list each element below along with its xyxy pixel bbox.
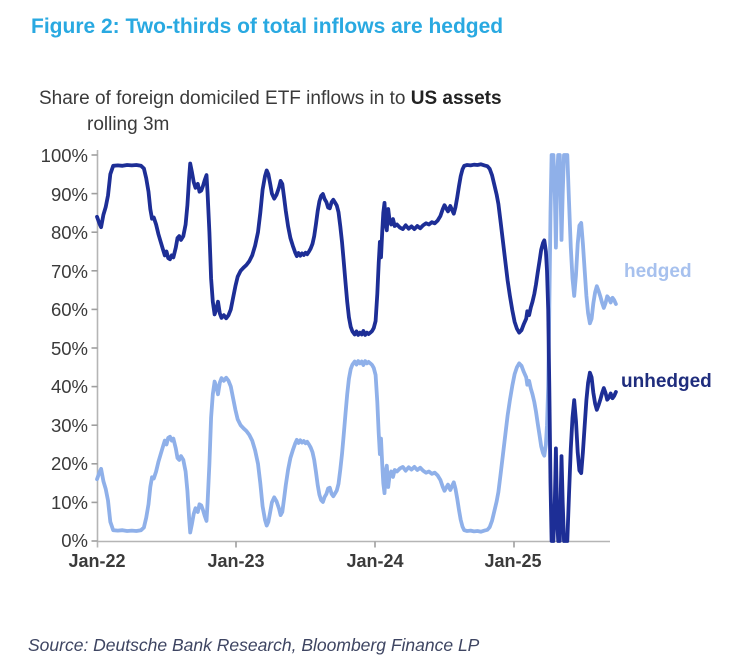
source-note: Source: Deutsche Bank Research, Bloomber… xyxy=(28,635,480,655)
y-axis-tick-label: 10% xyxy=(50,492,88,513)
x-axis-tick-label: Jan-25 xyxy=(484,551,542,571)
x-axis-tick-label: Jan-23 xyxy=(207,551,265,571)
y-axis-tick-label: 80% xyxy=(50,222,88,243)
y-axis-tick-label: 0% xyxy=(61,530,88,551)
figure-title: Figure 2: Two-thirds of total inflows ar… xyxy=(31,15,504,38)
chart-subtitle: Share of foreign domiciled ETF inflows i… xyxy=(39,88,502,110)
hedged-line xyxy=(95,153,618,535)
unhedged-series-label: unhedged xyxy=(621,371,712,392)
rolling-window-label: rolling 3m xyxy=(87,114,170,135)
unhedged-line xyxy=(95,161,618,543)
y-axis-tick-label: 40% xyxy=(50,376,88,397)
y-axis-tick-label: 20% xyxy=(50,453,88,474)
y-axis-tick-label: 50% xyxy=(50,338,88,359)
x-axis-tick-label: Jan-24 xyxy=(346,551,404,571)
y-axis-tick-label: 60% xyxy=(50,299,88,320)
y-axis-tick-label: 70% xyxy=(50,261,88,282)
hedged-series-label: hedged xyxy=(624,261,692,282)
chart-subtitle-main: Share of foreign domiciled ETF inflows i… xyxy=(39,88,411,109)
y-axis-tick-label: 30% xyxy=(50,415,88,436)
chart-subtitle-bold: US assets xyxy=(410,88,502,109)
y-axis-tick-label: 100% xyxy=(40,145,88,166)
x-axis-tick-label: Jan-22 xyxy=(68,551,126,571)
y-axis-tick-label: 90% xyxy=(50,184,88,205)
